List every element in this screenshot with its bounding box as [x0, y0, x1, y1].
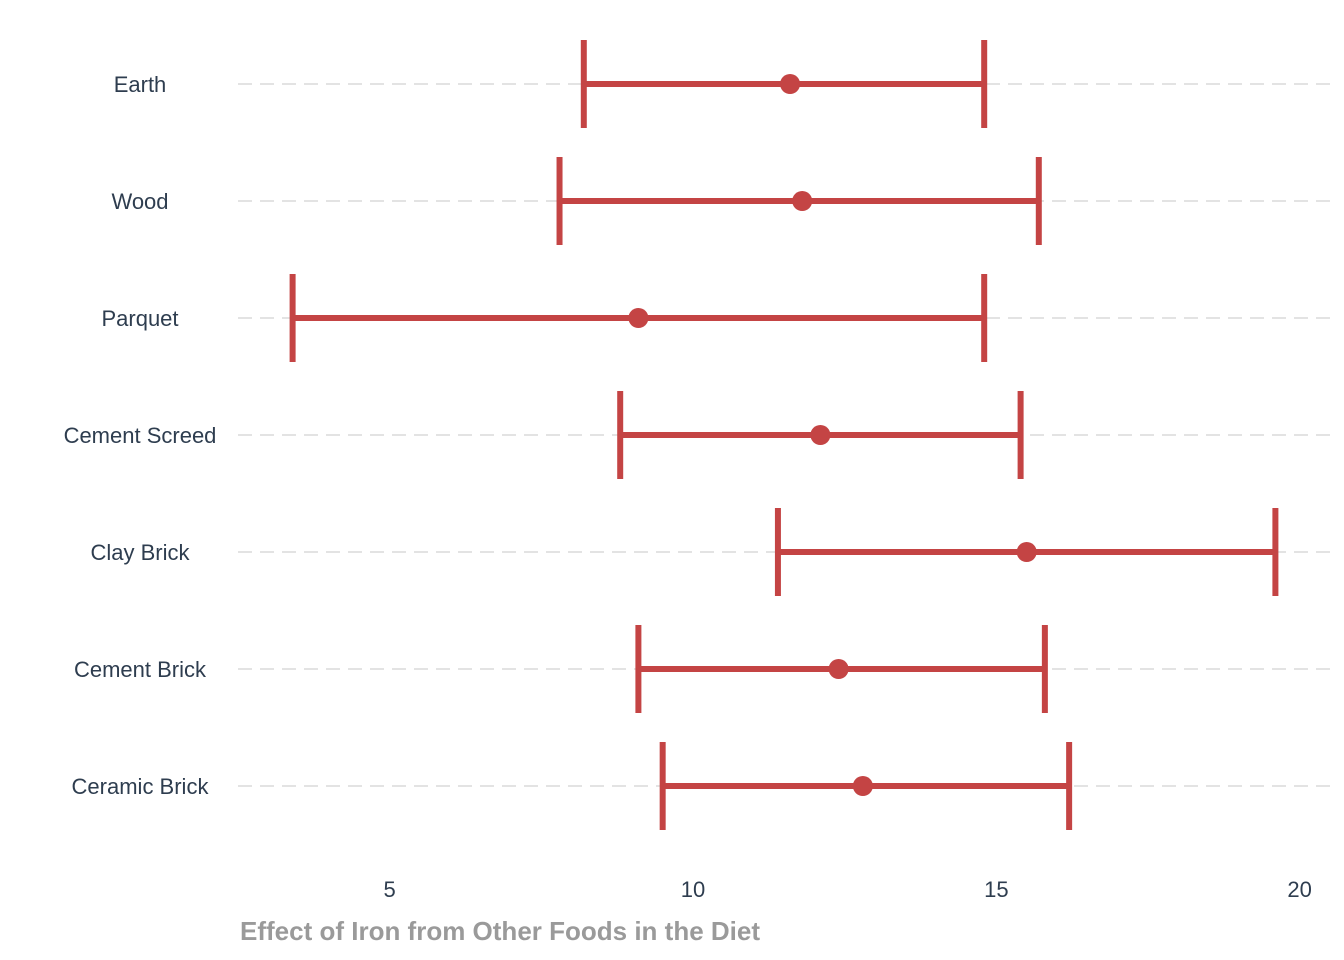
estimate-point — [792, 191, 813, 211]
estimate-point — [780, 74, 801, 94]
category-labels: Earth Wood Parquet Cement Screed Clay Brick C… — [64, 72, 217, 799]
x-tick-label: 10 — [681, 877, 705, 902]
x-tick-label: 15 — [984, 877, 1008, 902]
category-label: Cement Screed — [64, 423, 217, 448]
x-tick-label: 5 — [384, 877, 396, 902]
category-label: Parquet — [101, 306, 178, 331]
estimate-point — [828, 659, 849, 679]
error-bars — [289, 40, 1279, 830]
category-label: Clay Brick — [90, 540, 190, 565]
estimate-point — [628, 308, 649, 328]
estimate-point — [1016, 542, 1037, 562]
estimate-point — [810, 425, 831, 445]
category-label: Ceramic Brick — [72, 774, 210, 799]
category-label: Earth — [114, 72, 167, 97]
category-label: Cement Brick — [74, 657, 207, 682]
x-tick-label: 20 — [1287, 877, 1311, 902]
x-tick-labels: 5 10 15 20 — [384, 877, 1312, 902]
category-label: Wood — [111, 189, 168, 214]
x-axis-title: Effect of Iron from Other Foods in the D… — [240, 916, 760, 946]
estimate-point — [852, 776, 873, 796]
